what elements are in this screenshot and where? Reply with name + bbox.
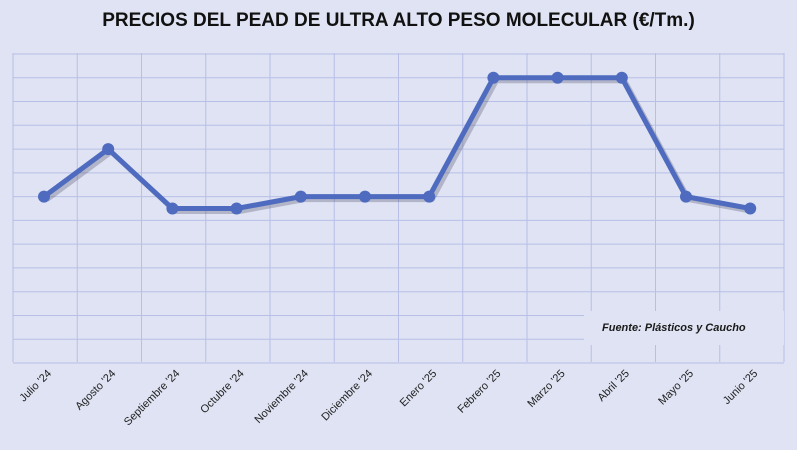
chart-title: PRECIOS DEL PEAD DE ULTRA ALTO PESO MOLE… [102, 10, 695, 31]
data-point-7 [487, 71, 500, 84]
data-point-2 [166, 202, 179, 215]
data-point-4 [294, 190, 307, 203]
data-point-11 [744, 202, 757, 215]
data-point-1 [102, 143, 115, 156]
data-point-10 [680, 190, 692, 203]
data-point-9 [615, 71, 628, 84]
x-tick-label: Marzo '25 [525, 368, 567, 410]
x-tick-label: Noviembre '24 [253, 368, 311, 426]
x-tick-label: Diciembre '24 [319, 368, 375, 424]
data-point-0 [38, 190, 50, 203]
x-tick-label: Mayo '25 [656, 368, 696, 408]
x-tick-label: Enero '25 [398, 368, 440, 410]
x-tick-label: Junio '25 [721, 368, 760, 407]
source-annotation: Fuente: Plásticos y Caucho [584, 311, 784, 345]
x-tick-label: Abril '25 [596, 368, 632, 404]
data-point-6 [423, 190, 436, 203]
x-tick-label: Septiembre '24 [122, 368, 183, 429]
data-point-5 [359, 190, 371, 203]
series-line-layer [42, 75, 754, 214]
data-point-8 [551, 71, 564, 84]
x-tick-label: Julio '24 [17, 368, 54, 405]
x-tick-label: Febrero '25 [455, 368, 503, 416]
x-tick-label: Octubre '24 [198, 368, 246, 416]
series-line [42, 75, 751, 211]
data-point-3 [230, 202, 243, 215]
x-tick-label: Agosto '24 [73, 368, 118, 413]
data-points [38, 71, 757, 215]
x-axis-labels: Julio '24 Agosto '24 Septiembre '24 Octubre… [17, 368, 760, 429]
